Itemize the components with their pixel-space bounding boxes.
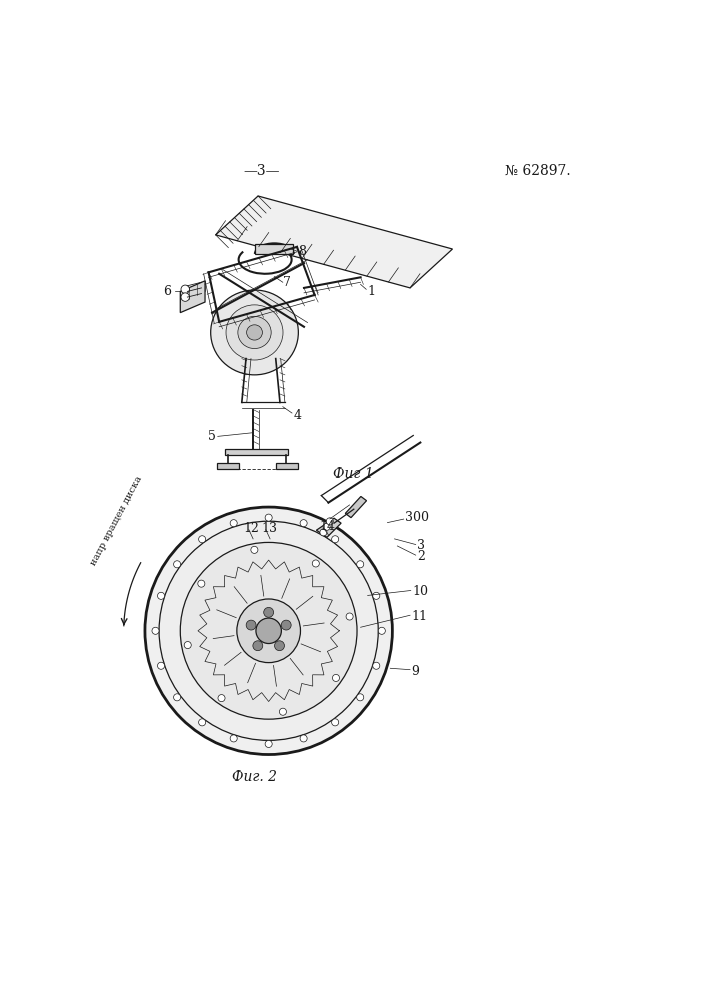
Ellipse shape bbox=[226, 305, 283, 360]
Text: 14: 14 bbox=[320, 520, 336, 533]
Text: 6: 6 bbox=[163, 285, 172, 298]
Circle shape bbox=[199, 536, 206, 543]
Text: 8: 8 bbox=[298, 245, 307, 258]
Circle shape bbox=[264, 607, 274, 617]
Text: 300: 300 bbox=[405, 511, 429, 524]
Circle shape bbox=[265, 514, 272, 521]
Text: № 62897.: № 62897. bbox=[505, 164, 570, 178]
Polygon shape bbox=[217, 463, 239, 469]
Circle shape bbox=[181, 285, 189, 294]
Circle shape bbox=[378, 627, 385, 634]
Text: 3: 3 bbox=[417, 539, 425, 552]
Text: 5: 5 bbox=[208, 430, 216, 443]
Circle shape bbox=[274, 641, 284, 651]
Circle shape bbox=[230, 735, 238, 742]
Text: 13: 13 bbox=[262, 522, 278, 535]
Circle shape bbox=[158, 592, 165, 599]
Ellipse shape bbox=[238, 316, 271, 349]
Circle shape bbox=[332, 719, 339, 726]
Text: напр вращен диска: напр вращен диска bbox=[89, 475, 144, 567]
Circle shape bbox=[253, 641, 263, 651]
Circle shape bbox=[323, 523, 330, 530]
Text: Фиг. 2: Фиг. 2 bbox=[232, 770, 277, 784]
Text: 7: 7 bbox=[283, 276, 291, 289]
Polygon shape bbox=[255, 244, 293, 254]
Circle shape bbox=[237, 599, 300, 663]
Circle shape bbox=[356, 561, 363, 568]
Circle shape bbox=[145, 507, 392, 755]
Circle shape bbox=[346, 613, 353, 620]
Circle shape bbox=[300, 735, 307, 742]
Circle shape bbox=[181, 293, 189, 301]
Circle shape bbox=[300, 520, 307, 527]
Circle shape bbox=[279, 708, 286, 715]
Text: —3—: —3— bbox=[243, 164, 280, 178]
Circle shape bbox=[320, 529, 327, 536]
Text: Фиг 1: Фиг 1 bbox=[333, 467, 374, 481]
Text: 12: 12 bbox=[244, 522, 259, 535]
Circle shape bbox=[251, 546, 258, 553]
Circle shape bbox=[373, 662, 380, 669]
Circle shape bbox=[356, 694, 363, 701]
Circle shape bbox=[174, 694, 181, 701]
Circle shape bbox=[332, 674, 339, 681]
Text: 1: 1 bbox=[368, 285, 375, 298]
Polygon shape bbox=[225, 449, 288, 455]
Polygon shape bbox=[276, 463, 298, 469]
Circle shape bbox=[218, 695, 225, 702]
Ellipse shape bbox=[247, 325, 262, 340]
Circle shape bbox=[198, 580, 205, 587]
Polygon shape bbox=[180, 281, 205, 313]
Ellipse shape bbox=[211, 290, 298, 375]
Circle shape bbox=[373, 592, 380, 599]
Circle shape bbox=[180, 542, 357, 719]
Circle shape bbox=[281, 620, 291, 630]
Circle shape bbox=[332, 536, 339, 543]
Circle shape bbox=[199, 719, 206, 726]
Polygon shape bbox=[345, 496, 366, 518]
Circle shape bbox=[326, 518, 334, 525]
Text: 9: 9 bbox=[411, 665, 419, 678]
Circle shape bbox=[246, 620, 256, 630]
Circle shape bbox=[152, 627, 159, 634]
Text: 10: 10 bbox=[412, 585, 428, 598]
Text: 11: 11 bbox=[411, 610, 428, 623]
Circle shape bbox=[185, 642, 192, 649]
Text: 2: 2 bbox=[417, 550, 425, 563]
Circle shape bbox=[256, 618, 281, 644]
Circle shape bbox=[265, 740, 272, 747]
Circle shape bbox=[158, 662, 165, 669]
Circle shape bbox=[159, 521, 378, 740]
Circle shape bbox=[174, 561, 181, 568]
Circle shape bbox=[230, 520, 238, 527]
Text: 4: 4 bbox=[293, 409, 301, 422]
Circle shape bbox=[312, 560, 320, 567]
Polygon shape bbox=[216, 196, 452, 288]
Polygon shape bbox=[316, 518, 341, 537]
